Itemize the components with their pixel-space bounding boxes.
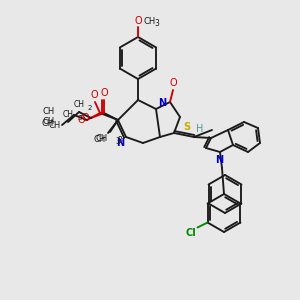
Text: CH: CH: [43, 118, 55, 127]
Text: O: O: [169, 78, 177, 88]
Text: 3: 3: [117, 136, 122, 145]
Text: CH: CH: [74, 100, 85, 109]
Text: CH: CH: [62, 110, 74, 119]
Text: N: N: [158, 98, 166, 108]
Text: CH: CH: [143, 17, 155, 26]
Text: S: S: [183, 122, 190, 132]
Text: N: N: [215, 155, 223, 165]
Text: O: O: [77, 115, 85, 125]
Text: CH: CH: [94, 135, 106, 144]
Text: 2: 2: [88, 105, 92, 111]
Text: O: O: [90, 90, 98, 100]
Text: CH: CH: [49, 121, 61, 130]
Text: O: O: [134, 16, 142, 26]
Text: 3: 3: [77, 115, 82, 121]
Text: O: O: [81, 113, 89, 123]
Text: 3: 3: [115, 137, 120, 146]
Text: CH: CH: [96, 134, 108, 143]
Text: CH: CH: [43, 107, 55, 116]
Text: Cl: Cl: [186, 229, 196, 238]
Text: H: H: [196, 124, 203, 134]
Text: O: O: [100, 88, 108, 98]
Text: N: N: [116, 138, 124, 148]
Text: 3: 3: [154, 19, 159, 28]
Text: CH: CH: [42, 118, 54, 127]
